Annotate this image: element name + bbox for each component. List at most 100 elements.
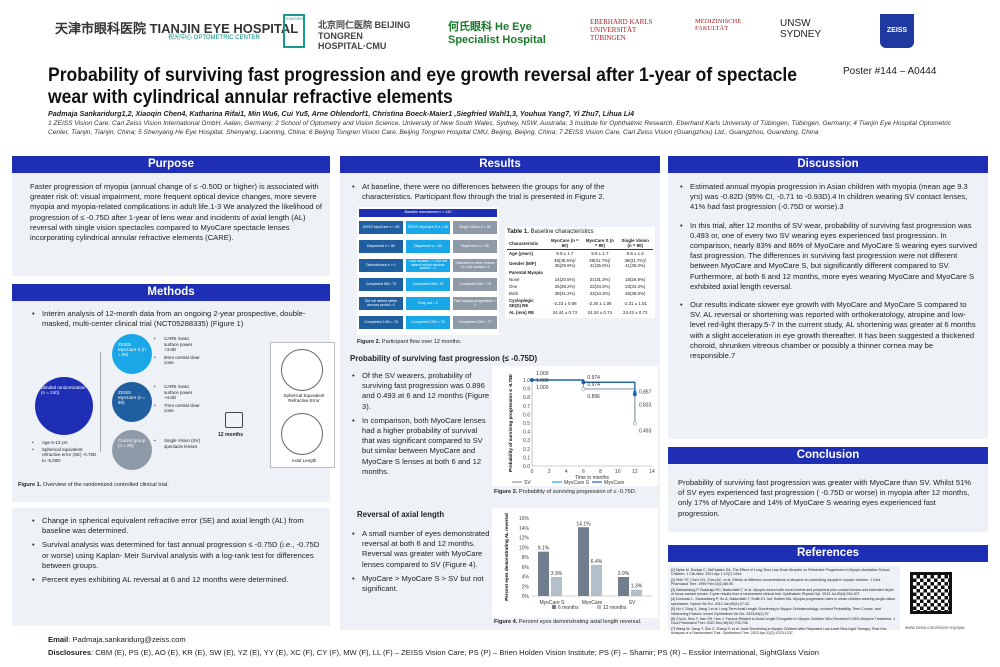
email-line: Email: Padmaja.sankaridurg@zeiss.com: [48, 635, 186, 644]
y-tick-label: 0.9: [523, 387, 530, 393]
flow-box: ZEISS MyoCare S n = 80: [406, 221, 450, 234]
x-tick-label: 14: [649, 469, 655, 475]
legend-label: SV: [524, 480, 531, 486]
table-header: MyoCare (n = 80): [547, 237, 583, 250]
reversal-heading: Reversal of axial length: [357, 510, 445, 519]
table-cell: 26(38.8%): [625, 291, 646, 296]
table-header: Single Vision (n = 80): [617, 237, 653, 250]
x-axis-label: Time in months: [575, 475, 609, 481]
data-point: [632, 421, 637, 426]
purpose-heading: Purpose: [12, 156, 330, 173]
reference-item: [5] Hu Y, Ding X, Jiang J et al. Long-Te…: [671, 607, 881, 616]
calendar-icon: [225, 412, 243, 428]
y-tick-label: 0.6: [523, 412, 530, 418]
legend-label: MyoCare: [604, 480, 625, 486]
y-tick-label: 0.1: [523, 455, 530, 461]
bar-value-label: 14.1%: [576, 521, 591, 527]
zeiss-logo: ZEISS: [880, 14, 914, 48]
x-tick-label: 10: [615, 469, 621, 475]
x-tick-label: 4: [565, 469, 568, 475]
table-cell: 9.8 ± 1.7: [591, 251, 609, 256]
survival-bullets: Of the SV wearers, probability of surviv…: [350, 371, 490, 481]
inclusion-item: Age 6-13 yrs: [30, 440, 100, 446]
methods-bullets: Interim analysis of 12-month data from a…: [30, 309, 325, 333]
survival-bullet: In comparison, both MyoCare lenses had a…: [350, 416, 490, 477]
tongren-logo: 北京同仁医院 BEIJING TONGREN HOSPITAL·CMU: [318, 20, 411, 51]
qr-url: www.zeiss.com/vision-myopia: [905, 625, 965, 630]
group-myocare: ZEISS MyoCare (n = 80): [112, 382, 152, 422]
table-cell: -2.23 ± 0.98: [553, 300, 577, 306]
reference-item: [2] Shih YF, Chen CH, Chou AC, et al. Ef…: [671, 577, 881, 587]
flow-box: Fast myopia progression = 1: [453, 297, 497, 310]
qr-code[interactable]: [910, 572, 952, 614]
table-cell: One: [509, 284, 518, 289]
note: CARE mean surface power +4.6D: [152, 384, 204, 401]
myocare-s-notes: CARE mean surface power +3.8D 9mm central…: [152, 336, 204, 370]
table-cell: 26(38.2%): [554, 284, 575, 289]
x-tick-label: 12: [632, 469, 638, 475]
unsw-logo: UNSW SYDNEY: [780, 18, 822, 40]
y-tick-label: 4%: [522, 575, 530, 581]
affiliations: 1 ZEISS Vision Care, Carl Zeiss Vision I…: [48, 120, 952, 136]
duration-label: 12 months: [218, 432, 244, 438]
y-tick-label: 0.4: [523, 430, 530, 436]
outcome-se: Spherical Equivalent Refractive Error: [283, 393, 325, 403]
y-tick-label: 10%: [519, 545, 530, 551]
table-row: Age (years) 9.9 ± 1.7 9.8 ± 1.7 9.8 ± 1.6: [507, 250, 653, 258]
table-cell: [582, 269, 617, 276]
note: CARE mean surface power +3.8D: [152, 336, 204, 353]
table-cell: 23(34.3%): [589, 284, 610, 289]
tongren-emblem: TONGREN: [283, 14, 305, 48]
reference-item: [3] Sankaridurg P, Bakaraju RC, Naduvila…: [671, 587, 894, 597]
methods-bullet: Interim analysis of 12-month data from a…: [30, 309, 325, 329]
y-tick-label: 0.8: [523, 395, 530, 401]
references-list: [1] Mylar M, Dunlap C, McFadden SA. The …: [668, 566, 900, 635]
figure-1-caption: Figure 1. Overview of the randomized con…: [18, 482, 169, 488]
category-label: MyoCare S: [539, 600, 565, 606]
y-tick-label: 12%: [519, 536, 530, 542]
reference-item: [6] Chu A, Sew Y, Han SH, Han J. Factors…: [671, 617, 895, 626]
table-cell: 39(31.7%)/ 41(35.0%): [624, 258, 646, 268]
methods-bullet: Percent eyes exhibiting AL reversal at 6…: [30, 575, 325, 585]
table-cell: Gender (M/F): [509, 260, 537, 266]
table-row: Both 28(41.2%) 23(34.3%) 26(38.8%): [507, 290, 653, 297]
discussion-heading: Discussion: [668, 156, 988, 173]
flow-box: Lost contact = 1 Did not attend within w…: [406, 259, 450, 272]
figure-3-survival-chart: 0 2 4 6 8 10 12 14 0.0 0.1 0.2 0.3 0.4 0.5 0.6 0.7 0.8 0.…: [492, 366, 658, 486]
data-label: 0.857: [639, 389, 652, 395]
disclosures-line: Disclosures: CBM (E), PS (E), AO (E), KR…: [48, 648, 819, 657]
logo-bar: 天津市眼科医院 TIANJIN EYE HOSPITAL 视光中心 OPTOME…: [0, 12, 1000, 52]
table-cell: AL (mm) RE: [509, 310, 535, 315]
category-label: SV: [629, 600, 636, 606]
figure-4-bar-chart: 0% 2% 4% 6% 8% 10% 12% 14% 16% Percent eyes demon…: [492, 508, 658, 618]
table-cell: 9.8 ± 1.6: [626, 251, 644, 256]
discussion-bullet: Our results indicate slower eye growth w…: [678, 300, 978, 361]
conclusion-text: Probability of surviving fast progressio…: [678, 478, 972, 518]
x-tick-label: 0: [531, 469, 534, 475]
reference-item: [1] Mylar M, Dunlap C, McFadden SA. The …: [671, 568, 890, 577]
tuebingen-logo: EBERHARD KARLS UNIVERSITÄT TÜBINGEN: [590, 18, 653, 42]
data-label: 1.000: [536, 385, 549, 391]
outcome-al: Axial Length: [291, 458, 317, 463]
table-cell: 45(36.6%)/ 35(29.9%): [554, 258, 576, 268]
table-row: AL (mm) RE 24.44 ± 0.73 24.34 ± 0.74 24.43 …: [507, 309, 653, 316]
y-tick-label: 8%: [522, 555, 530, 561]
flow-box: Completed 12M = 77: [453, 316, 497, 329]
table-row: Cycloplegic SE(D) RE -2.23 ± 0.98 -2.30 ± …: [507, 297, 653, 309]
y-tick-label: 0.3: [523, 438, 530, 444]
flow-box: Dispensed n = 80: [359, 240, 403, 253]
tianjin-logo: 天津市眼科医院 TIANJIN EYE HOSPITAL: [55, 21, 299, 36]
table-cell: Parental Myopia: [509, 270, 543, 275]
figure-1: Blinded randomization (n = 240) Age 6-13…: [18, 332, 335, 488]
table-cell: 21(31.3%): [589, 277, 610, 282]
reference-item: [7] Wang W, Jiang Y, Zhu Z, Zhang S, et …: [671, 626, 887, 636]
he-eye-logo: 何氏眼科 He Eye Specialist Hospital: [448, 21, 546, 46]
email-link[interactable]: : Padmaja.sankaridurg@zeiss.com: [68, 635, 186, 644]
purpose-panel: [12, 156, 330, 276]
bar-6-months: [618, 576, 629, 596]
table-row: One 26(38.2%) 23(34.3%) 23(34.3%): [507, 283, 653, 290]
y-tick-label: 1.0: [523, 378, 530, 384]
baseline-table: Characteristic MyoCare (n = 80) MyoCare S …: [507, 237, 653, 316]
flow-box: Completed 12M = 78: [359, 316, 403, 329]
data-label: 0.493: [639, 429, 652, 435]
